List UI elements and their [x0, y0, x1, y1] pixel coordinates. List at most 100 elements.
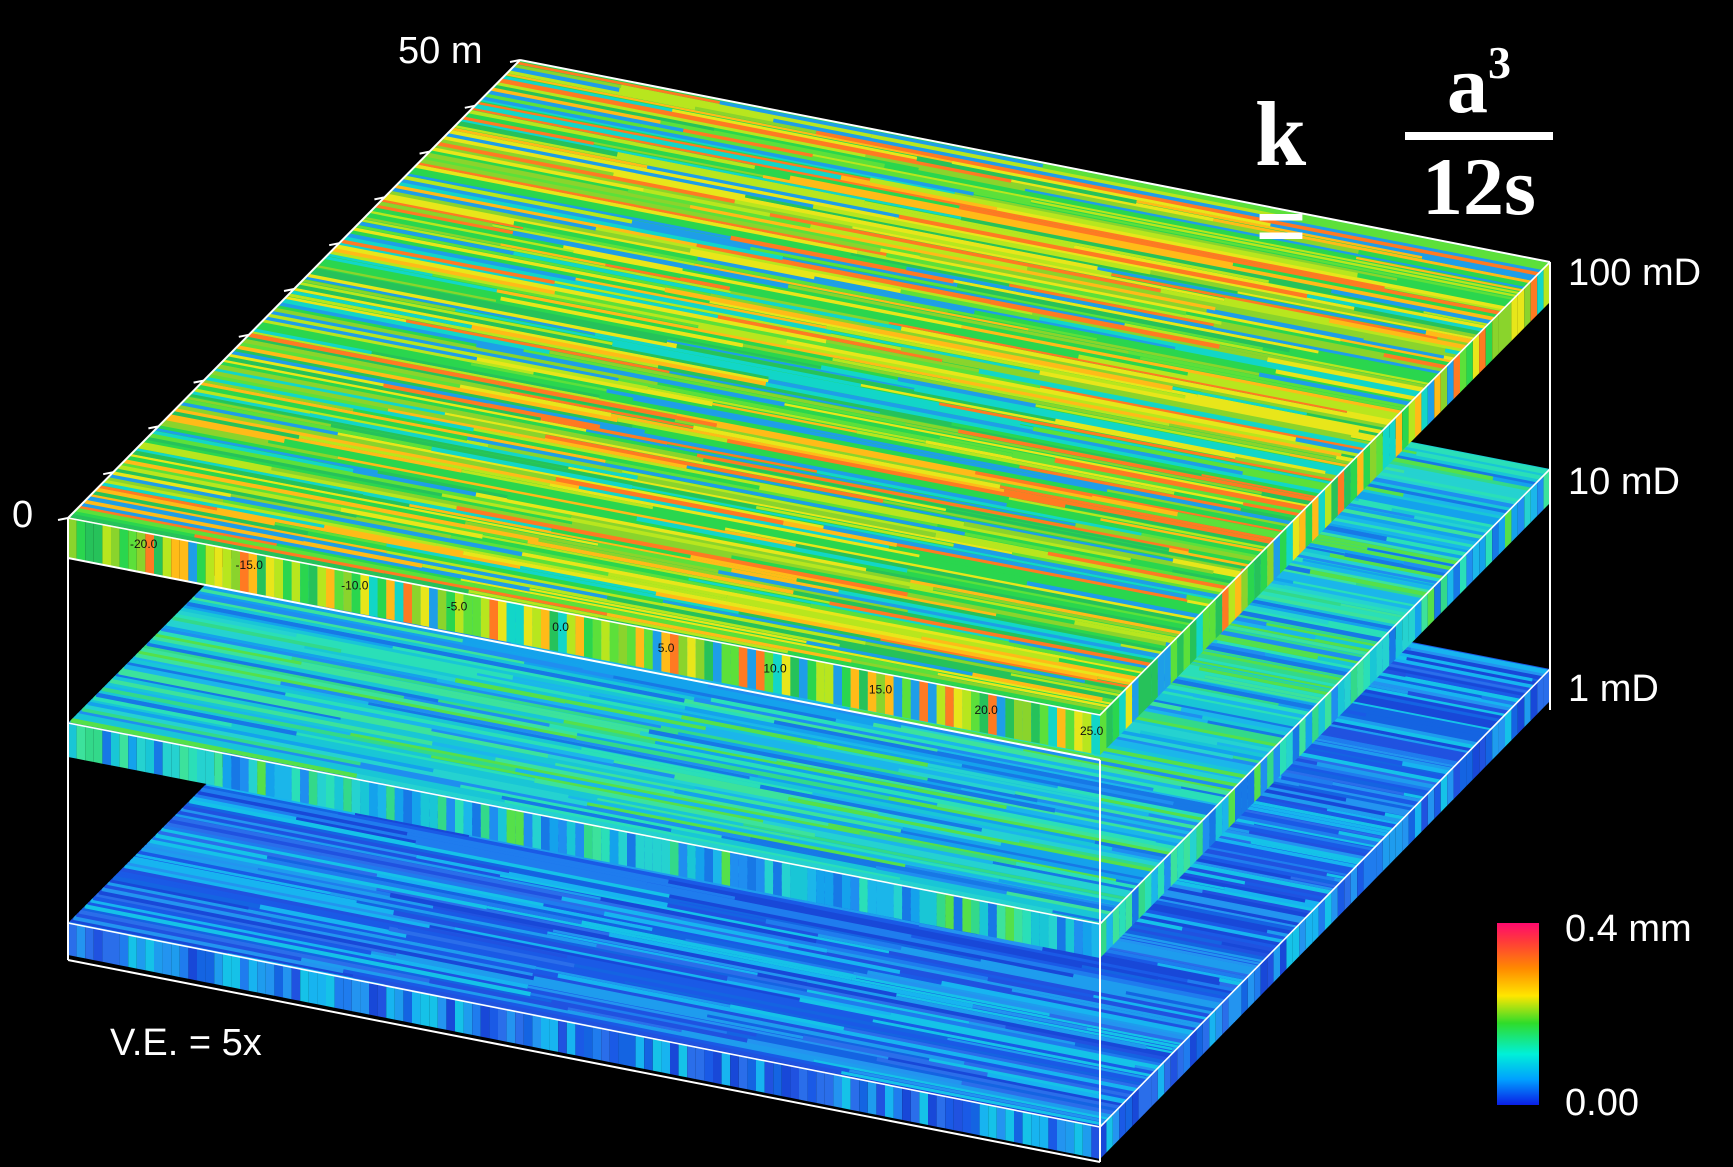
aperture-streak — [364, 215, 501, 246]
slab-side-cell — [1543, 262, 1550, 309]
aperture-streak — [600, 896, 817, 944]
aperture-streak — [814, 833, 1129, 897]
slab-side-cell — [1235, 572, 1242, 620]
slab-side-cell — [1505, 708, 1512, 747]
aperture-streak — [1065, 504, 1270, 547]
aperture-streak — [1124, 323, 1430, 386]
slab-side-cell — [1145, 1074, 1152, 1114]
aperture-streak — [177, 404, 557, 482]
aperture-streak — [1219, 344, 1427, 388]
slab-front-cell — [756, 1059, 765, 1093]
slab-front-cell — [369, 982, 378, 1017]
aperture-streak — [239, 341, 461, 388]
aperture-streak — [1423, 310, 1489, 326]
slab-front-cell — [1048, 705, 1057, 747]
aperture-streak — [1386, 536, 1467, 557]
aperture-streak — [92, 694, 233, 727]
aperture-streak — [1084, 680, 1126, 691]
aperture-streak — [876, 1057, 1121, 1109]
aperture-streak — [378, 201, 493, 228]
aperture-streak — [124, 458, 540, 543]
aperture-streak — [810, 428, 1048, 477]
aperture-streak — [859, 831, 1017, 866]
aperture-streak — [647, 386, 927, 443]
aperture-streak — [768, 376, 1034, 430]
aperture-streak — [670, 827, 1109, 919]
aperture-streak — [597, 542, 732, 573]
slab-front-cell — [919, 1091, 928, 1125]
aperture-streak — [1264, 652, 1351, 673]
aperture-streak — [1332, 516, 1475, 548]
aperture-streak — [429, 925, 800, 1001]
aperture-streak — [954, 191, 1398, 281]
slab-front-cell — [68, 723, 77, 759]
aperture-streak — [731, 568, 840, 593]
aperture-streak — [1013, 646, 1143, 674]
slab-side-cell — [1337, 677, 1345, 718]
aperture-streak — [1232, 754, 1261, 764]
slab-side-cell — [1222, 996, 1229, 1035]
aperture-streak — [1078, 353, 1396, 421]
slab-side-cell — [1280, 735, 1287, 776]
aperture-streak — [755, 505, 954, 547]
aperture-streak — [1290, 876, 1337, 888]
aperture-streak — [1383, 352, 1447, 370]
aperture-streak — [693, 696, 1154, 791]
aperture-streak — [186, 601, 685, 703]
aperture-streak — [726, 438, 1066, 508]
slab-front-cell — [601, 619, 610, 662]
aperture-streak — [594, 331, 862, 388]
aperture-streak — [661, 219, 907, 270]
aperture-streak — [1093, 750, 1242, 785]
depth-tick — [103, 471, 114, 476]
slab-side-cell — [1254, 963, 1261, 1002]
aperture-streak — [914, 247, 1216, 311]
aperture-streak — [1128, 350, 1407, 409]
slab-front-cell — [850, 1077, 860, 1112]
aperture-streak — [112, 675, 556, 766]
slab-front-cell — [678, 1043, 688, 1078]
aperture-streak — [127, 661, 286, 696]
aperture-streak — [547, 931, 758, 976]
slab-front-cell — [781, 654, 791, 696]
slab-front-cell — [515, 1011, 524, 1046]
slab-front-cell — [713, 641, 722, 683]
aperture-streak — [1047, 551, 1227, 590]
aperture-streak — [177, 810, 501, 877]
aperture-streak — [793, 590, 1154, 664]
aperture-streak — [1298, 782, 1416, 809]
aperture-streak — [595, 226, 1033, 315]
aperture-streak — [197, 790, 408, 836]
slab-side-cell — [1357, 657, 1364, 698]
aperture-streak — [461, 469, 654, 510]
slab-side-cell — [1350, 664, 1358, 705]
slab-side-cell — [1151, 865, 1158, 906]
depth-axis-ticks — [57, 59, 521, 521]
aperture-streak — [1145, 1046, 1174, 1054]
slab-side-cell — [1350, 456, 1358, 503]
aperture-streak — [1261, 490, 1312, 506]
aperture-streak — [433, 768, 569, 799]
aperture-streak — [571, 514, 911, 583]
aperture-streak — [549, 482, 920, 558]
aperture-streak — [1139, 356, 1405, 411]
aperture-streak — [782, 520, 898, 548]
aperture-streak — [738, 610, 881, 642]
aperture-streak — [829, 600, 1152, 667]
slab-front-cell — [979, 900, 989, 937]
aperture-streak — [551, 526, 692, 559]
aperture-streak — [888, 949, 1211, 1018]
slab-side-cell — [1157, 1061, 1165, 1101]
slab-front-cell — [618, 623, 627, 665]
slab-front-cell — [334, 568, 344, 611]
aperture-streak — [956, 282, 1291, 353]
aperture-streak — [694, 106, 817, 134]
aperture-streak — [471, 324, 767, 386]
layer-100-md-slab — [67, 60, 1551, 755]
slab-front-cell — [231, 549, 240, 591]
slab-front-cell — [687, 1045, 696, 1080]
aperture-streak — [937, 672, 1109, 708]
aperture-streak — [498, 380, 718, 428]
slab-front-cell — [394, 580, 404, 623]
aperture-streak — [1169, 423, 1337, 459]
